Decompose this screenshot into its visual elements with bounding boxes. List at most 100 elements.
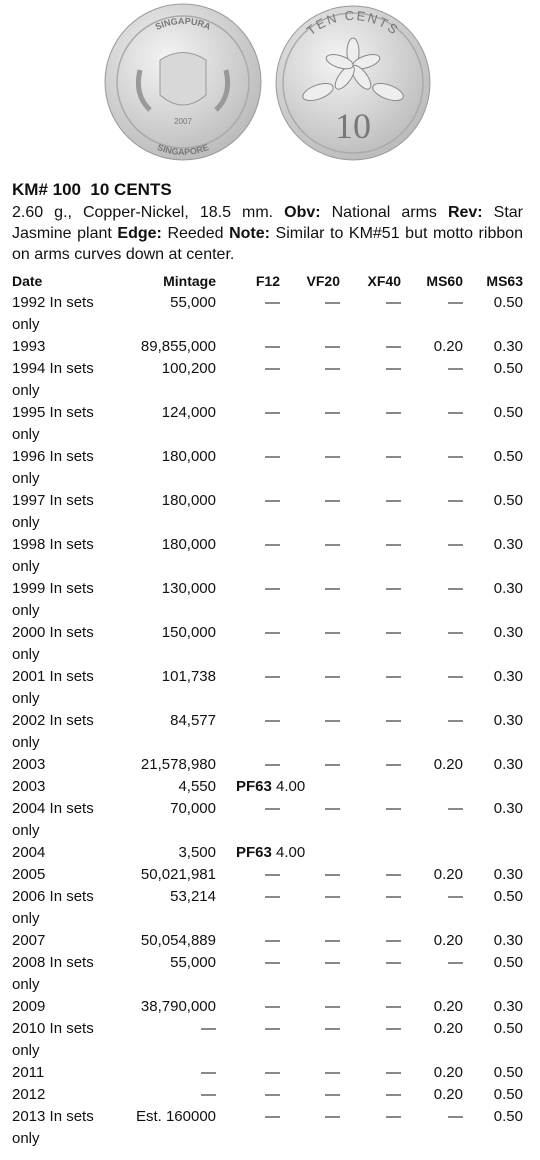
cell: — xyxy=(386,756,401,773)
table-row: 2013 In sets only Est. 160000 — — — — 0.50 xyxy=(12,1106,523,1150)
cell: 21,578,980 xyxy=(140,756,216,773)
cell: 0.30 xyxy=(493,580,523,597)
cell: — xyxy=(325,866,340,883)
table-row: 2011 — — — — 0.20 0.50 xyxy=(12,1062,523,1084)
cell: — xyxy=(386,800,401,817)
cell: — xyxy=(265,1086,280,1103)
cell: — xyxy=(386,580,401,597)
column-header: F12 xyxy=(255,273,280,289)
cell: — xyxy=(325,624,340,641)
arms-shield xyxy=(159,52,207,106)
arms-supporters xyxy=(135,69,231,112)
cell: — xyxy=(325,294,340,311)
cell: — xyxy=(386,404,401,421)
cell: 2010 In sets only xyxy=(12,1020,94,1059)
cell: — xyxy=(265,932,280,949)
cell: — xyxy=(386,954,401,971)
cell: 2000 In sets only xyxy=(12,624,94,663)
cell: — xyxy=(386,294,401,311)
cell: 0.30 xyxy=(493,866,523,883)
cell: — xyxy=(265,404,280,421)
cell: 3,500 xyxy=(178,844,216,861)
table-row: 1998 In sets only 180,000 — — — — 0.30 xyxy=(12,534,523,578)
cell: 53,214 xyxy=(170,888,216,905)
cell: 0.50 xyxy=(493,448,523,465)
obverse-rim xyxy=(116,15,250,149)
label: Rev: xyxy=(447,204,483,221)
cell: 0.50 xyxy=(493,360,523,377)
cell: — xyxy=(265,756,280,773)
cell: — xyxy=(448,404,463,421)
cell: — xyxy=(386,338,401,355)
cell: 2013 In sets only xyxy=(12,1108,94,1147)
table-row: 2008 In sets only 55,000 — — — — 0.50 xyxy=(12,952,523,996)
cell: 2011 xyxy=(12,1064,45,1081)
column-header: MS60 xyxy=(426,273,463,289)
cell: — xyxy=(386,998,401,1015)
cell: — xyxy=(325,536,340,553)
cell: — xyxy=(325,1020,340,1037)
cell: — xyxy=(325,756,340,773)
cell: 0.30 xyxy=(493,932,523,949)
reverse-rim xyxy=(282,12,424,154)
label: Note: xyxy=(229,225,270,242)
proof-grade: PF63 xyxy=(236,778,272,795)
table-row: 1999 In sets only 130,000 — — — — 0.30 xyxy=(12,578,523,622)
cell: 0.30 xyxy=(493,338,523,355)
text: National arms xyxy=(331,204,437,221)
cell: — xyxy=(265,294,280,311)
cell: — xyxy=(325,404,340,421)
text: Star Jasmine plant xyxy=(12,204,523,242)
cell: — xyxy=(265,888,280,905)
cell: 1993 xyxy=(12,338,46,355)
table-row: 2010 In sets only — — — — 0.20 0.50 xyxy=(12,1018,523,1062)
cell: — xyxy=(386,492,401,509)
cell: 2012 xyxy=(12,1086,46,1103)
table-row: 2001 In sets only 101,738 — — — — 0.30 xyxy=(12,666,523,710)
cell: 2009 xyxy=(12,998,46,1015)
cell: 0.50 xyxy=(493,1086,523,1103)
cell: — xyxy=(265,448,280,465)
cell: 100,200 xyxy=(161,360,216,377)
cell: 2004 xyxy=(12,844,46,861)
cell: 1992 In sets only xyxy=(12,294,94,333)
cell: 89,855,000 xyxy=(140,338,216,355)
cell: — xyxy=(325,712,340,729)
cell: 1997 In sets only xyxy=(12,492,94,531)
cell: 0.50 xyxy=(493,954,523,971)
proof-grade: PF63 xyxy=(236,844,272,861)
cell: — xyxy=(265,954,280,971)
cell: 0.50 xyxy=(493,294,523,311)
cell: 0.50 xyxy=(493,888,523,905)
cell: — xyxy=(386,888,401,905)
cell: 0.50 xyxy=(493,492,523,509)
cell: — xyxy=(448,800,463,817)
cell: — xyxy=(265,1020,280,1037)
cell: 2003 xyxy=(12,756,46,773)
proof-cell: PF63 4.00 xyxy=(216,776,523,798)
table-row: 1994 In sets only 100,200 — — — — 0.50 xyxy=(12,358,523,402)
cell: 124,000 xyxy=(161,404,216,421)
table-row: 2004 In sets only 70,000 — — — — 0.30 xyxy=(12,798,523,842)
cell: 2008 In sets only xyxy=(12,954,94,993)
table-row: 2005 50,021,981 — — — 0.20 0.30 xyxy=(12,864,523,886)
cell: 0.50 xyxy=(493,1064,523,1081)
column-header: Date xyxy=(12,273,43,289)
proof-value: 4.00 xyxy=(276,778,306,795)
heading: KM# 100 10 CENTS xyxy=(12,180,172,199)
label: Obv: xyxy=(284,204,321,221)
cell: — xyxy=(325,448,340,465)
cell: — xyxy=(265,338,280,355)
column-header: Mintage xyxy=(163,273,216,289)
cell: 2007 xyxy=(12,932,46,949)
cell: — xyxy=(448,624,463,641)
cell: — xyxy=(325,492,340,509)
cell: — xyxy=(325,888,340,905)
cell: — xyxy=(448,668,463,685)
cell: — xyxy=(448,1108,463,1125)
obverse-bottom: SINGAPORE xyxy=(156,142,210,157)
cell: — xyxy=(386,1020,401,1037)
cell: 0.20 xyxy=(433,866,463,883)
cell: 0.30 xyxy=(493,998,523,1015)
